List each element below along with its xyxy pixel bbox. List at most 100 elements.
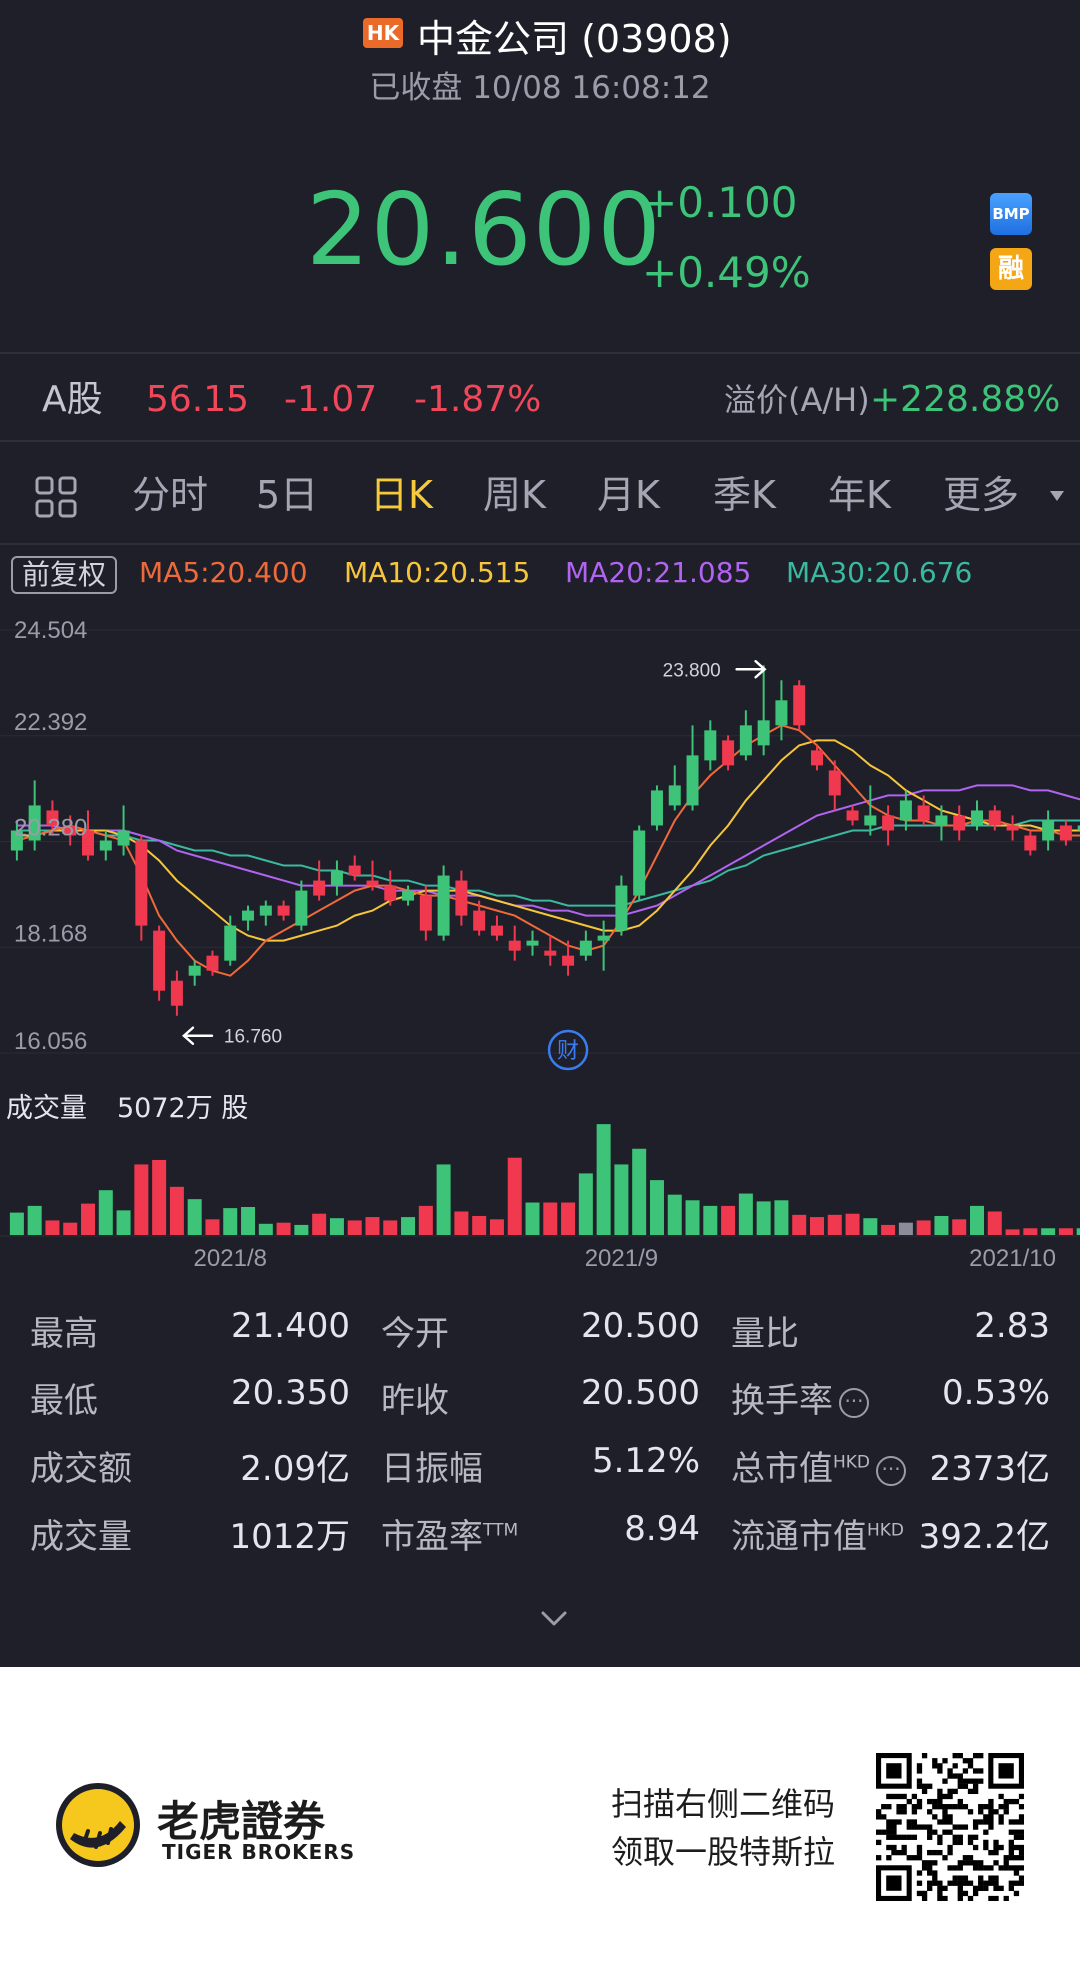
qr-module	[906, 1834, 912, 1840]
qr-module	[1008, 1880, 1014, 1886]
period-tabs: 分时 5日 日K 周K 月K 季K 年K 更多	[0, 465, 1080, 525]
qr-module	[921, 1824, 928, 1830]
candle-body	[366, 880, 379, 886]
qr-module	[957, 1834, 963, 1840]
qr-module	[983, 1839, 989, 1846]
adjust-mode-button[interactable]: 前复权	[11, 556, 117, 594]
qr-module	[937, 1885, 943, 1891]
stat-high-value: 21.400	[231, 1306, 350, 1346]
candle	[259, 900, 272, 926]
a-share-label[interactable]: A股	[42, 379, 103, 420]
candle-body	[526, 940, 539, 946]
volume-chart[interactable]: 2021/8 2021/9 2021/10	[0, 1120, 1080, 1270]
candle-body	[1042, 820, 1055, 841]
tab-daily-k[interactable]: 日K	[370, 473, 433, 517]
qr-module	[967, 1880, 974, 1886]
more-dots-icon[interactable]: ···	[839, 1387, 869, 1418]
candle	[242, 905, 255, 931]
qr-module	[1013, 1819, 1020, 1825]
chevron-down-icon[interactable]	[540, 1610, 568, 1628]
volume-bar	[632, 1148, 647, 1235]
qr-module	[957, 1798, 963, 1805]
tab-minute[interactable]: 分时	[132, 473, 209, 517]
triangle-down-icon[interactable]	[1049, 490, 1065, 502]
tab-monthly-k[interactable]: 月K	[597, 473, 660, 517]
stat-market-cap-label[interactable]: 总市值HKD ···	[731, 1441, 907, 1490]
candle-body	[739, 725, 752, 756]
arrow-right-icon	[735, 660, 767, 679]
qr-module	[932, 1870, 938, 1876]
ma20-label: MA20:21.085	[565, 556, 752, 589]
qr-module	[937, 1804, 943, 1810]
candle-body	[473, 910, 486, 931]
tab-yearly-k[interactable]: 年K	[828, 473, 891, 517]
qr-module	[978, 1875, 984, 1881]
qr-module	[1013, 1855, 1020, 1861]
volume-bar	[1005, 1229, 1020, 1235]
candle	[562, 940, 575, 976]
volume-bar	[987, 1211, 1002, 1235]
qr-finder	[886, 1763, 902, 1779]
price-change-percent: +0.49%	[642, 248, 811, 297]
candle-body	[277, 905, 290, 916]
candle-body	[775, 700, 788, 726]
qr-module	[978, 1809, 984, 1815]
qr-module	[998, 1819, 1004, 1825]
qr-module	[957, 1839, 963, 1846]
qr-module	[932, 1763, 938, 1769]
candle	[437, 865, 450, 941]
candle	[473, 900, 486, 936]
divider	[0, 352, 1080, 354]
candle	[224, 915, 237, 966]
earnings-event-icon[interactable]: 财	[547, 1029, 589, 1071]
qr-module	[891, 1829, 897, 1835]
tab-more[interactable]: 更多	[943, 473, 1020, 517]
qr-module	[1013, 1865, 1020, 1871]
volume-bar	[685, 1200, 700, 1235]
candle	[953, 805, 966, 841]
candle-body	[917, 805, 930, 821]
stat-turnover-rate-label[interactable]: 换手率 ···	[731, 1373, 869, 1422]
volume-bar	[152, 1159, 167, 1235]
volume-bar	[347, 1220, 362, 1235]
tab-quarterly-k[interactable]: 季K	[713, 473, 776, 517]
candle	[28, 780, 41, 851]
candle-body	[864, 815, 877, 826]
candle	[82, 810, 95, 861]
ma30-line	[16, 819, 1080, 907]
stat-pe-value: 8.94	[624, 1509, 700, 1549]
more-dots-icon[interactable]: ···	[876, 1455, 907, 1486]
stat-turnover-rate-value: 0.53%	[941, 1373, 1050, 1413]
volume-bar	[738, 1193, 753, 1235]
candle	[402, 885, 415, 906]
qr-module	[1018, 1834, 1024, 1840]
qr-module	[921, 1865, 928, 1871]
qr-module	[957, 1778, 963, 1784]
tab-5day[interactable]: 5日	[256, 473, 319, 517]
stat-open-label: 今开	[381, 1314, 449, 1354]
grid-icon[interactable]	[34, 475, 78, 519]
qr-module	[962, 1758, 969, 1764]
volume-bar	[489, 1219, 504, 1235]
volume-bar	[276, 1222, 291, 1235]
y-tick-label: 16.056	[14, 1028, 87, 1055]
candle	[935, 805, 948, 841]
candlestick-chart[interactable]: 24.504 22.392 20.280 18.168 16.056 23.800 16.…	[0, 600, 1080, 1100]
qr-module	[916, 1778, 923, 1784]
qr-module	[993, 1875, 999, 1881]
qr-module	[967, 1763, 974, 1769]
qr-module	[957, 1783, 963, 1789]
qr-module	[942, 1819, 948, 1825]
qr-code[interactable]	[876, 1753, 1024, 1901]
qr-module	[978, 1865, 984, 1871]
qr-module	[1008, 1855, 1014, 1861]
qr-module	[972, 1890, 979, 1897]
qr-module	[1013, 1834, 1020, 1840]
bmp-badge[interactable]: BMP	[990, 193, 1032, 235]
candle	[295, 880, 308, 931]
qr-module	[932, 1880, 938, 1886]
qr-module	[942, 1895, 948, 1901]
tab-weekly-k[interactable]: 周K	[483, 473, 546, 517]
qr-module	[998, 1793, 1004, 1800]
margin-badge[interactable]: 融	[990, 248, 1032, 290]
